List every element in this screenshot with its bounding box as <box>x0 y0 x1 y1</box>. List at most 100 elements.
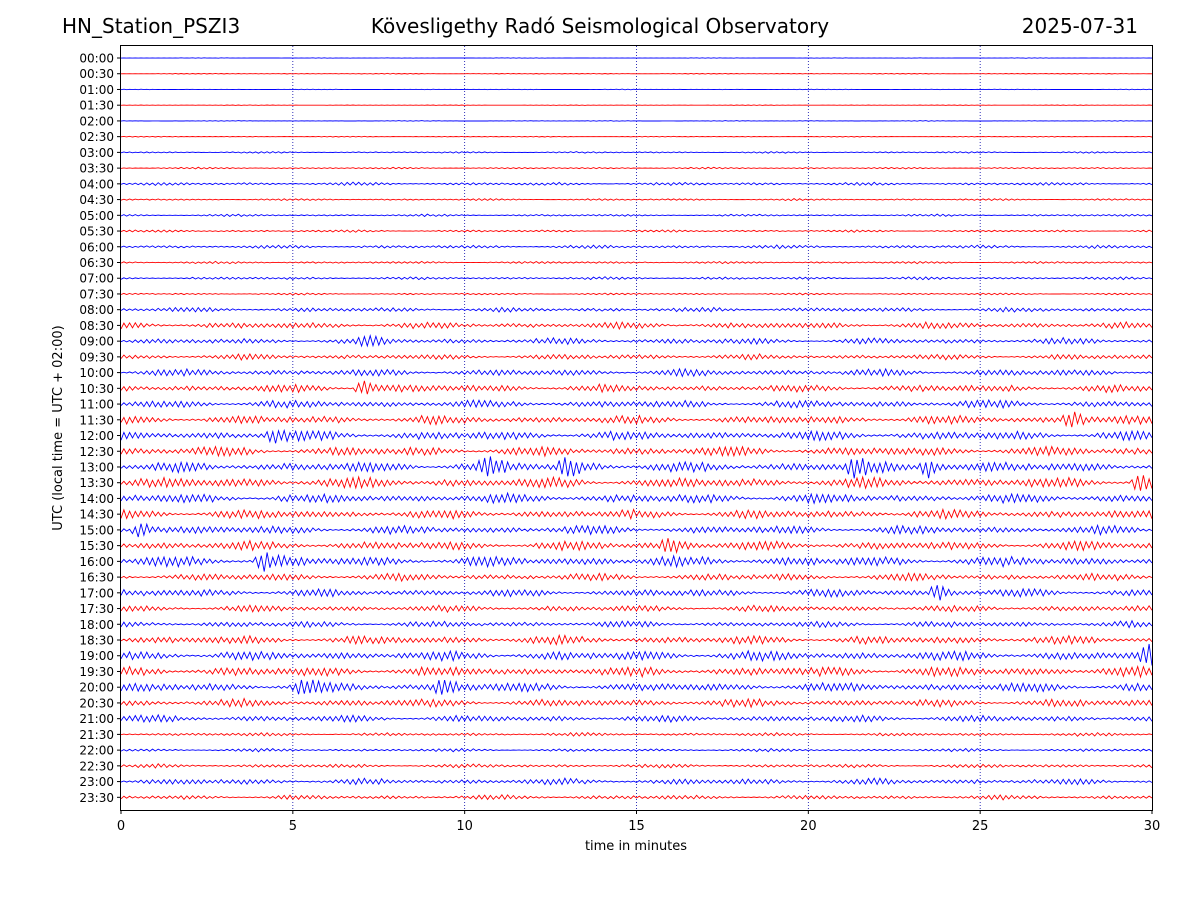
x-tick-label: 20 <box>800 819 817 834</box>
trace-14:00 <box>120 491 1153 505</box>
y-tick-label: 13:00 <box>79 460 114 474</box>
y-tick-label: 09:30 <box>79 350 114 364</box>
y-tick-label: 17:30 <box>79 602 114 616</box>
trace-00:00 <box>120 57 1153 59</box>
y-tick-label: 14:00 <box>79 492 114 506</box>
trace-18:00 <box>120 619 1153 629</box>
y-tick-label: 11:30 <box>79 413 114 427</box>
trace-08:30 <box>120 320 1153 331</box>
trace-11:00 <box>120 398 1153 410</box>
trace-10:00 <box>120 367 1153 378</box>
x-axis-label: time in minutes <box>585 839 687 854</box>
y-tick-label: 20:00 <box>79 681 114 695</box>
trace-15:30 <box>120 538 1153 555</box>
trace-23:00 <box>120 777 1153 786</box>
y-tick-label: 17:00 <box>79 586 114 600</box>
y-tick-label: 23:00 <box>79 775 114 789</box>
y-tick-label: 04:30 <box>79 193 114 207</box>
y-tick-label: 14:30 <box>79 508 114 522</box>
trace-11:30 <box>120 411 1153 428</box>
x-tick-label: 10 <box>456 819 473 834</box>
x-tick-label: 5 <box>289 819 297 834</box>
x-tick-label: 15 <box>628 819 645 834</box>
x-tick-label: 25 <box>972 819 989 834</box>
trace-07:00 <box>120 276 1153 281</box>
y-tick-label: 23:30 <box>79 791 114 805</box>
trace-19:00 <box>120 643 1153 666</box>
y-tick-label: 12:30 <box>79 445 114 459</box>
trace-01:30 <box>120 104 1153 106</box>
trace-15:00 <box>120 522 1153 538</box>
y-tick-label: 05:30 <box>79 225 114 239</box>
y-tick-label: 10:00 <box>79 366 114 380</box>
y-tick-label: 15:30 <box>79 539 114 553</box>
trace-09:00 <box>120 334 1153 348</box>
trace-17:00 <box>120 585 1153 601</box>
x-tick-label: 0 <box>117 819 125 834</box>
y-tick-label: 06:30 <box>79 256 114 270</box>
y-tick-label: 01:00 <box>79 83 114 97</box>
trace-03:00 <box>120 151 1153 154</box>
trace-16:30 <box>120 571 1153 583</box>
trace-07:30 <box>120 292 1153 296</box>
y-tick-label: 22:00 <box>79 744 114 758</box>
trace-18:30 <box>120 633 1153 646</box>
y-tick-label: 04:00 <box>79 177 114 191</box>
trace-16:00 <box>120 552 1153 572</box>
trace-06:00 <box>120 244 1153 250</box>
trace-17:30 <box>120 604 1153 614</box>
trace-13:00 <box>120 456 1153 479</box>
y-tick-label: 15:00 <box>79 523 114 537</box>
y-tick-label: 00:30 <box>79 67 114 81</box>
trace-05:00 <box>120 213 1153 218</box>
y-tick-label: 03:30 <box>79 162 114 176</box>
y-tick-label: 02:00 <box>79 114 114 128</box>
y-tick-label: 07:00 <box>79 272 114 286</box>
y-tick-label: 19:00 <box>79 649 114 663</box>
trace-12:30 <box>120 445 1153 458</box>
y-tick-label: 22:30 <box>79 759 114 773</box>
trace-20:30 <box>120 697 1153 709</box>
y-tick-label: 08:00 <box>79 303 114 317</box>
y-tick-label: 18:30 <box>79 634 114 648</box>
trace-05:30 <box>120 229 1153 233</box>
trace-22:30 <box>120 763 1153 769</box>
y-tick-label: 09:00 <box>79 335 114 349</box>
trace-04:00 <box>120 181 1153 187</box>
y-tick-label: 05:00 <box>79 209 114 223</box>
y-tick-label: 00:00 <box>79 52 114 66</box>
trace-03:30 <box>120 166 1153 170</box>
y-tick-label: 01:30 <box>79 99 114 113</box>
trace-20:00 <box>120 679 1153 695</box>
y-tick-label: 21:00 <box>79 712 114 726</box>
trace-23:30 <box>120 794 1153 801</box>
observatory-title: Kövesligethy Radó Seismological Observat… <box>370 14 830 38</box>
trace-19:30 <box>120 665 1153 679</box>
trace-06:30 <box>120 260 1153 265</box>
trace-14:30 <box>120 507 1153 521</box>
y-tick-label: 12:00 <box>79 429 114 443</box>
y-tick-label: 16:00 <box>79 555 114 569</box>
y-tick-label: 19:30 <box>79 665 114 679</box>
y-axis-label: UTC (local time = UTC + 02:00) <box>51 325 66 530</box>
y-tick-label: 11:00 <box>79 398 114 412</box>
trace-08:00 <box>120 306 1153 313</box>
trace-13:30 <box>120 475 1153 491</box>
y-tick-label: 20:30 <box>79 696 114 710</box>
y-tick-label: 21:30 <box>79 728 114 742</box>
trace-group <box>120 57 1153 801</box>
trace-01:00 <box>120 88 1153 91</box>
trace-22:00 <box>120 747 1153 753</box>
y-tick-label: 13:30 <box>79 476 114 490</box>
y-tick-label: 06:00 <box>79 240 114 254</box>
y-tick-label: 07:30 <box>79 287 114 301</box>
trace-02:30 <box>120 135 1153 138</box>
y-tick-label: 02:30 <box>79 130 114 144</box>
trace-12:00 <box>120 428 1153 444</box>
trace-02:00 <box>120 120 1153 122</box>
record-date: 2025-07-31 <box>1021 14 1138 38</box>
y-tick-label: 03:00 <box>79 146 114 160</box>
trace-04:30 <box>120 198 1153 202</box>
